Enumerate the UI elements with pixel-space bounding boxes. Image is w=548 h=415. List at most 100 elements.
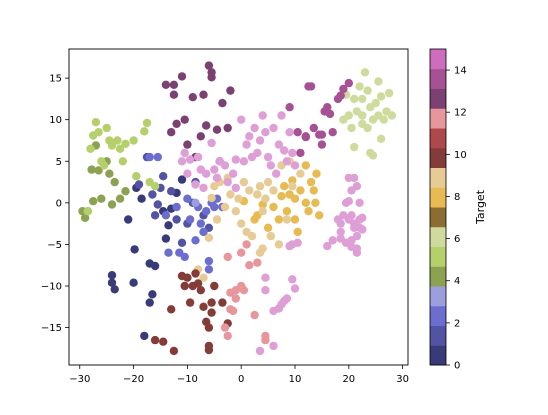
data-point	[191, 180, 200, 189]
data-point	[242, 240, 251, 249]
data-point	[134, 180, 144, 189]
data-point	[204, 323, 214, 332]
data-point	[193, 279, 203, 288]
y-tick-label: −10	[41, 282, 62, 293]
data-point	[89, 197, 98, 206]
data-point	[258, 244, 267, 253]
data-point	[255, 346, 265, 356]
data-point	[207, 138, 216, 148]
data-point	[245, 261, 254, 270]
colorbar-swatch	[430, 187, 446, 208]
data-point	[358, 94, 367, 104]
data-point	[352, 248, 362, 257]
data-point	[80, 213, 90, 222]
x-axis: −30 −20 −10 0 10 20 30	[69, 365, 409, 385]
y-tick-label: 5	[56, 157, 62, 168]
data-point	[282, 215, 292, 224]
data-point	[336, 234, 345, 243]
colorbar-swatch	[430, 266, 446, 287]
data-point	[97, 194, 106, 203]
data-point	[231, 294, 240, 303]
data-point	[231, 207, 240, 216]
data-point	[328, 236, 337, 245]
data-point	[293, 128, 302, 137]
data-point	[91, 118, 101, 127]
colorbar-tick-label: 10	[454, 150, 467, 161]
data-point	[379, 115, 388, 124]
data-point	[269, 186, 278, 195]
data-point	[150, 211, 160, 220]
data-point	[269, 341, 278, 351]
data-point	[280, 146, 289, 155]
data-point	[239, 177, 249, 187]
data-point	[115, 144, 125, 153]
colorbar-swatch	[430, 246, 446, 267]
data-point	[285, 103, 294, 112]
data-point	[180, 115, 189, 124]
data-point	[204, 265, 214, 274]
data-point	[110, 177, 119, 187]
data-point	[167, 305, 176, 314]
data-point	[212, 215, 222, 224]
data-point	[102, 123, 111, 133]
data-point	[387, 111, 397, 120]
data-point	[317, 130, 327, 139]
data-point	[115, 194, 125, 203]
data-point	[245, 186, 254, 195]
data-point	[207, 308, 216, 317]
data-point	[269, 202, 278, 212]
data-point	[220, 202, 230, 212]
data-point	[145, 152, 154, 162]
data-point	[293, 238, 302, 247]
data-point	[94, 166, 103, 175]
data-point	[199, 183, 208, 193]
data-point	[204, 233, 214, 242]
data-point	[204, 256, 214, 266]
data-point	[204, 61, 214, 70]
data-point	[358, 119, 367, 128]
data-point	[167, 128, 176, 137]
data-point	[148, 190, 157, 199]
data-point	[121, 187, 130, 196]
data-point	[352, 182, 362, 191]
data-point	[228, 169, 238, 178]
colorbar-swatch	[430, 286, 446, 307]
data-point	[218, 298, 227, 307]
data-point	[311, 198, 320, 207]
data-point	[153, 200, 162, 209]
data-point	[107, 200, 117, 209]
data-point	[212, 173, 222, 183]
data-point	[304, 207, 313, 216]
y-tick-label: 15	[49, 74, 62, 85]
data-point	[161, 211, 171, 220]
colorbar-swatch	[430, 345, 446, 366]
colorbar-swatch	[430, 88, 446, 109]
data-point	[169, 90, 179, 99]
data-point	[253, 148, 262, 158]
data-point	[177, 238, 187, 247]
colorbar-frame	[429, 48, 447, 366]
data-point	[83, 207, 93, 216]
data-point	[245, 132, 254, 141]
data-point	[363, 86, 372, 95]
data-point	[301, 132, 310, 141]
data-point	[347, 211, 356, 220]
data-point	[288, 182, 297, 191]
colorbar: 0 2 4 6 8 10 12 14 Target	[429, 48, 487, 372]
data-point	[199, 227, 208, 237]
data-point	[290, 215, 300, 224]
data-point	[317, 140, 327, 149]
data-point	[242, 140, 251, 149]
data-point	[285, 128, 294, 137]
y-axis: −15 −10 −5 0 5 10 15	[41, 74, 69, 334]
data-point	[223, 331, 232, 341]
data-point	[183, 140, 192, 149]
data-point	[180, 281, 189, 291]
y-tick-label: −5	[47, 240, 62, 251]
x-tick-label: −10	[177, 374, 198, 385]
data-point	[282, 294, 292, 303]
data-point	[293, 227, 302, 237]
data-point	[223, 252, 232, 262]
data-point	[137, 194, 146, 203]
